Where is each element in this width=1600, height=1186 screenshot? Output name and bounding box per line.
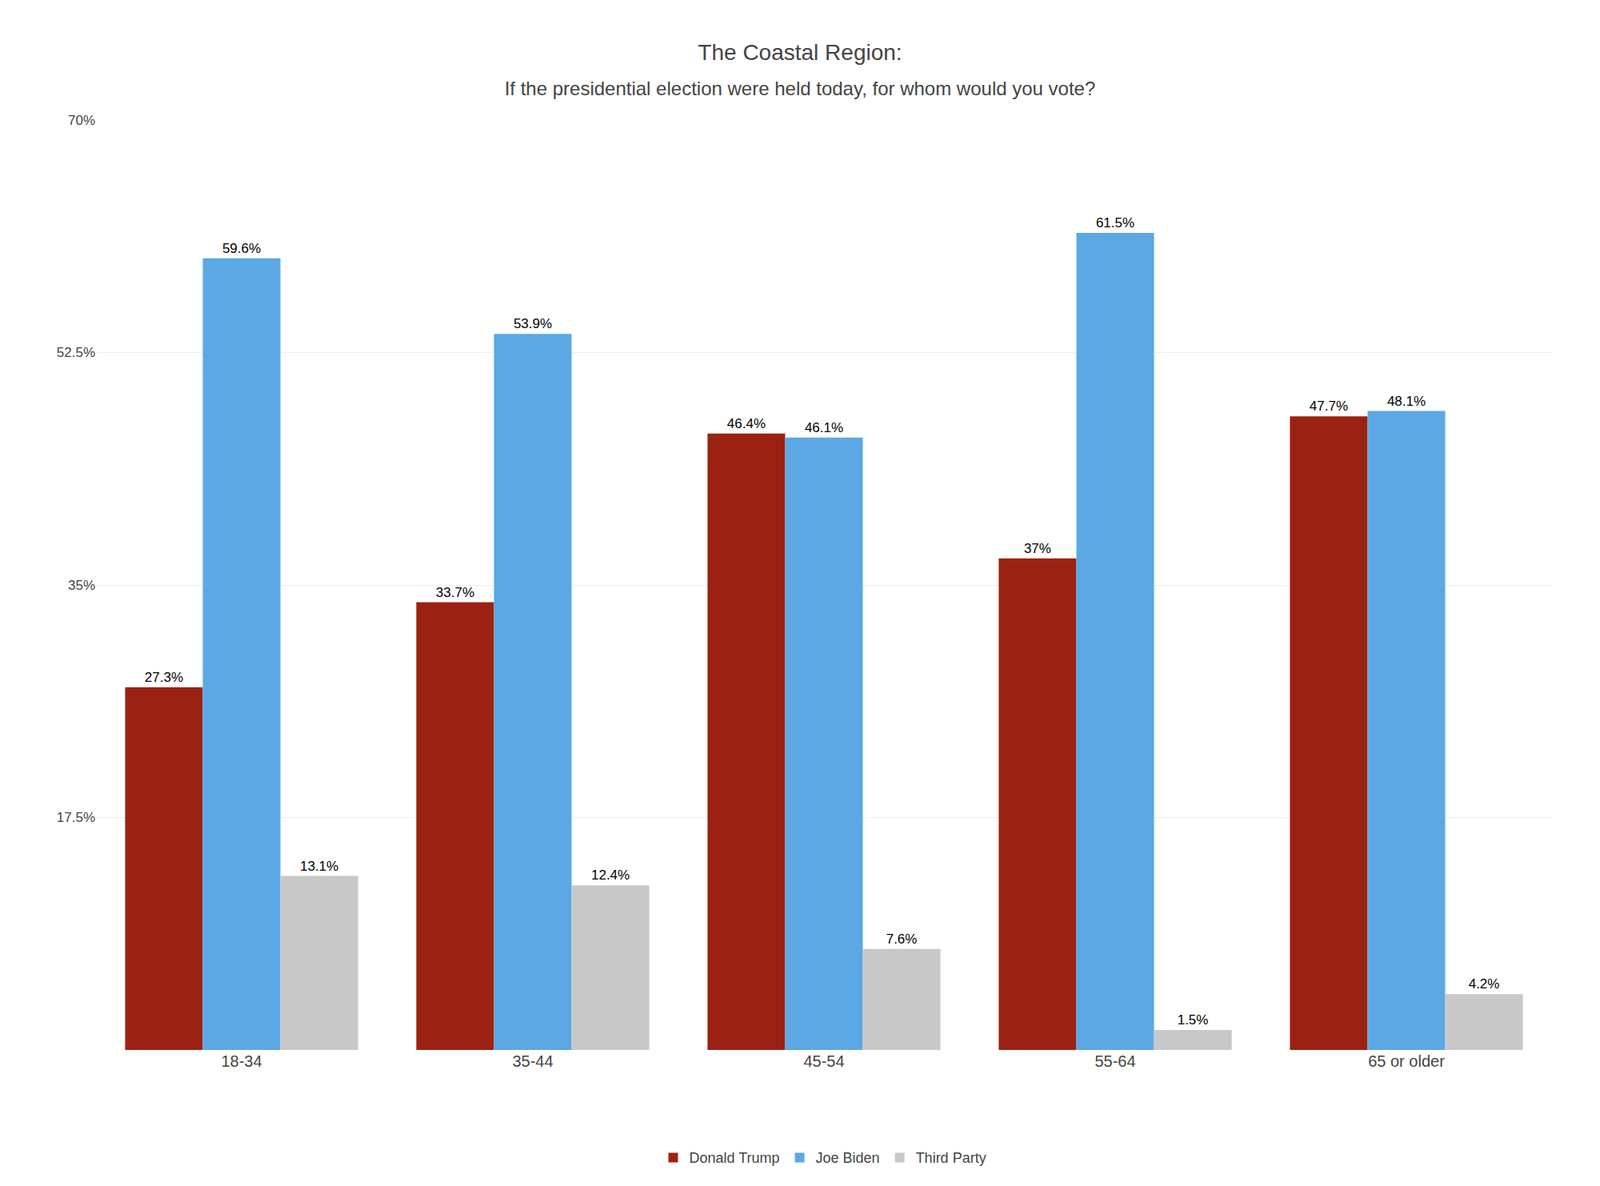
svg-text:7.6%: 7.6% — [886, 931, 918, 947]
svg-text:55-64: 55-64 — [1094, 1052, 1136, 1070]
svg-text:47.7%: 47.7% — [1309, 398, 1348, 414]
svg-text:4.2%: 4.2% — [1468, 976, 1500, 992]
svg-text:53.9%: 53.9% — [513, 316, 552, 332]
svg-text:61.5%: 61.5% — [1096, 215, 1135, 231]
svg-text:13.1%: 13.1% — [300, 858, 339, 874]
svg-text:The Coastal Region:: The Coastal Region: — [697, 40, 902, 65]
svg-text:1.5%: 1.5% — [1177, 1012, 1209, 1028]
svg-text:37%: 37% — [1024, 540, 1052, 556]
svg-text:If the presidential election w: If the presidential election were held t… — [504, 77, 1096, 100]
svg-text:46.4%: 46.4% — [727, 416, 766, 432]
svg-text:59.6%: 59.6% — [222, 240, 261, 256]
svg-text:33.7%: 33.7% — [436, 584, 475, 600]
svg-text:18-34: 18-34 — [220, 1052, 262, 1070]
svg-text:45-54: 45-54 — [803, 1052, 844, 1070]
svg-text:52.5%: 52.5% — [56, 344, 96, 360]
svg-text:48.1%: 48.1% — [1387, 393, 1426, 409]
svg-text:27.3%: 27.3% — [144, 669, 184, 685]
svg-text:35%: 35% — [68, 577, 96, 593]
svg-text:35-44: 35-44 — [512, 1052, 553, 1070]
svg-text:17.5%: 17.5% — [56, 809, 96, 825]
svg-text:Third Party: Third Party — [916, 1149, 987, 1166]
svg-text:46.1%: 46.1% — [804, 420, 844, 436]
svg-text:65 or older: 65 or older — [1368, 1052, 1445, 1070]
svg-text:Donald Trump: Donald Trump — [689, 1149, 780, 1166]
svg-text:70%: 70% — [68, 112, 96, 128]
svg-text:Joe Biden: Joe Biden — [816, 1149, 880, 1166]
svg-text:12.4%: 12.4% — [591, 867, 630, 883]
